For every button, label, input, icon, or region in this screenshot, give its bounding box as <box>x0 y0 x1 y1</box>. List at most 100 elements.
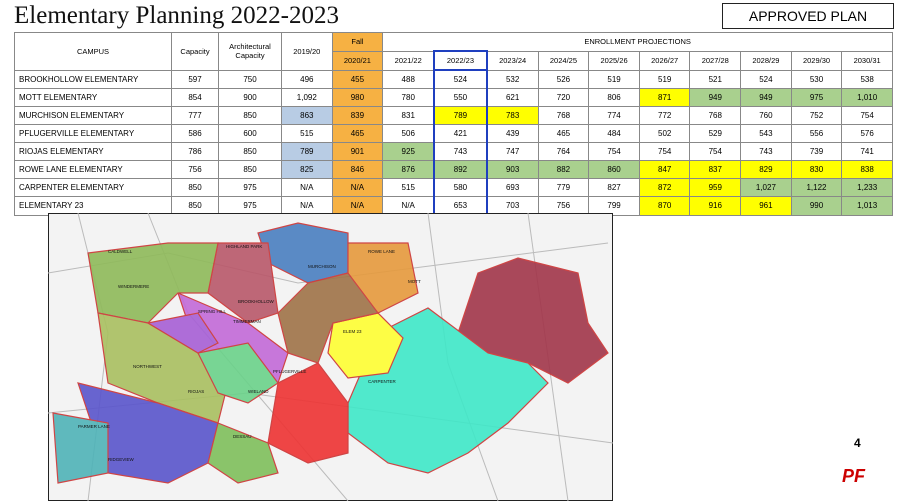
cell: 871 <box>638 88 691 107</box>
cell: 754 <box>638 142 691 161</box>
enrollment-table: CAMPUS Capacity Architectural Capacity 2019… <box>14 32 893 216</box>
page-number: 4 <box>854 436 861 450</box>
cell: 959 <box>689 178 742 197</box>
cell: 799 <box>588 196 640 216</box>
cell: 961 <box>740 196 792 216</box>
cell: 830 <box>790 160 843 179</box>
cell: 530 <box>790 69 843 89</box>
cell: 975 <box>218 178 282 197</box>
cell: 465 <box>331 124 384 143</box>
cell: 750 <box>218 69 282 89</box>
cell: 526 <box>537 69 590 89</box>
map-label: RIDGEVIEW <box>108 457 135 462</box>
cell: 484 <box>588 124 640 143</box>
cell: 783 <box>486 106 539 125</box>
table-row: MOTT ELEMENTARY 854 900 1,092 980 780 550 621 72… <box>14 88 893 107</box>
cell: 825 <box>281 160 333 179</box>
campus-name: CARPENTER ELEMENTARY <box>14 178 172 197</box>
cell: 586 <box>171 124 219 143</box>
cell: 754 <box>841 106 893 125</box>
cell: 903 <box>486 160 539 179</box>
cell: 827 <box>588 178 640 197</box>
cell: 838 <box>841 160 893 179</box>
cell: 747 <box>486 142 539 161</box>
column-header: 2021/22 <box>382 50 435 71</box>
cell: 786 <box>171 142 219 161</box>
cell: 521 <box>689 69 742 89</box>
cell: 621 <box>486 88 539 107</box>
map-label: MURCHISON <box>308 264 336 269</box>
badge: APPROVED PLAN <box>722 3 894 29</box>
column-header: 2024/25 <box>537 50 590 71</box>
cell: 850 <box>218 106 282 125</box>
cell: 990 <box>790 196 843 216</box>
table-row: ROWE LANE ELEMENTARY 756 850 825 846 876 892 90… <box>14 160 893 179</box>
cell: 754 <box>588 142 640 161</box>
cell: N/A <box>281 178 333 197</box>
cell: 829 <box>740 160 792 179</box>
map-label: NORTHWEST <box>133 364 162 369</box>
map-label: WINDERMERE <box>118 284 149 289</box>
cell: 764 <box>537 142 590 161</box>
table-row: RIOJAS ELEMENTARY 786 850 789 901 925 743 747 76… <box>14 142 893 161</box>
column-group: 2019/20 <box>281 32 333 71</box>
cell: 901 <box>331 142 384 161</box>
campus-name: MOTT ELEMENTARY <box>14 88 172 107</box>
cell: 519 <box>588 69 640 89</box>
map-label: BROOKHOLLOW <box>238 299 275 304</box>
cell: 529 <box>689 124 742 143</box>
cell: 789 <box>281 142 333 161</box>
cell: 519 <box>638 69 691 89</box>
cell: 789 <box>433 106 488 125</box>
cell: 831 <box>382 106 435 125</box>
header-row: 2020/21 2021/22 2022/23 2023/24 2024/25 2025/… <box>15 50 893 71</box>
column-header: 2027/28 <box>689 50 742 71</box>
table-row: ELEMENTARY 23 850 975 N/A N/A N/A 653 703 756 799… <box>14 196 893 216</box>
cell: 975 <box>790 88 843 107</box>
cell: 768 <box>537 106 590 125</box>
fall-label: Fall <box>331 32 384 52</box>
cell: N/A <box>331 196 384 216</box>
cell: 739 <box>790 142 843 161</box>
cell: 743 <box>433 142 488 161</box>
cell: 949 <box>740 88 792 107</box>
cell: 863 <box>281 106 333 125</box>
map-label: RIOJAS <box>188 389 204 394</box>
title: Elementary Planning 2022-2023 <box>14 2 339 29</box>
map-label: DESSAU <box>233 434 252 439</box>
cell: N/A <box>331 178 384 197</box>
cell: 597 <box>171 69 219 89</box>
column-header: CAMPUS <box>14 32 172 71</box>
cell: 524 <box>433 69 488 89</box>
cell: 806 <box>588 88 640 107</box>
cell: 538 <box>841 69 893 89</box>
column-group: ENROLLMENT PROJECTIONS <box>382 32 893 52</box>
cell: 860 <box>588 160 640 179</box>
cell: 847 <box>638 160 691 179</box>
cell: 693 <box>486 178 539 197</box>
cell: 752 <box>790 106 843 125</box>
cell: 488 <box>382 69 435 89</box>
cell: 837 <box>689 160 742 179</box>
cell: 850 <box>171 178 219 197</box>
cell: 780 <box>382 88 435 107</box>
cell: 600 <box>218 124 282 143</box>
map-label: CARPENTER <box>368 379 397 384</box>
cell: 1,027 <box>740 178 792 197</box>
cell: 1,013 <box>841 196 893 216</box>
map-label: ELEM 23 <box>343 329 362 334</box>
cell: 532 <box>486 69 539 89</box>
campus-name: PFLUGERVILLE ELEMENTARY <box>14 124 172 143</box>
cell: 550 <box>433 88 488 107</box>
cell: 980 <box>331 88 384 107</box>
cell: 900 <box>218 88 282 107</box>
table-row: MURCHISON ELEMENTARY 777 850 863 839 831 789 78… <box>14 106 893 125</box>
map-label: MOTT <box>408 279 421 284</box>
cell: 524 <box>740 69 792 89</box>
table-row: BROOKHOLLOW ELEMENTARY 597 750 496 455 488 524… <box>14 69 893 89</box>
map-label: PFLUGERVILLE <box>273 369 306 374</box>
cell: 756 <box>171 160 219 179</box>
header-row: CAMPUS Capacity Architectural Capacity 2019… <box>14 32 893 71</box>
campus-name: BROOKHOLLOW ELEMENTARY <box>14 69 172 89</box>
